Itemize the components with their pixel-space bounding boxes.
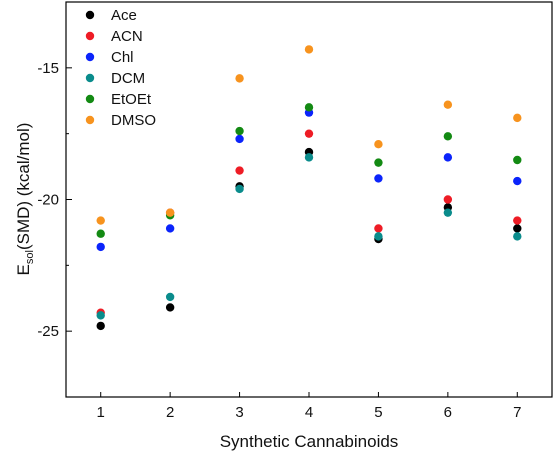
y-axis-title-main: E xyxy=(14,264,33,275)
data-points xyxy=(96,45,522,331)
legend-label: Ace xyxy=(111,7,137,24)
x-tick-label: 7 xyxy=(513,404,521,421)
legend: Ace ACN Chl DCM EtOEt DMSO xyxy=(85,7,156,129)
y-axis-title-rest: (SMD) (kcal/mol) xyxy=(14,123,33,251)
data-point-dmso xyxy=(235,74,244,83)
data-point-chl xyxy=(165,224,175,233)
data-point-dmso xyxy=(443,100,453,109)
legend-marker xyxy=(85,73,95,83)
data-point-dcm xyxy=(165,292,175,302)
x-tick-label: 2 xyxy=(166,404,174,421)
data-point-dcm xyxy=(96,311,105,320)
legend-marker xyxy=(85,115,95,125)
x-axis-title: Synthetic Cannabinoids xyxy=(220,432,399,451)
data-point-dcm xyxy=(443,208,453,217)
data-point-chl xyxy=(374,174,383,183)
data-point-chl xyxy=(235,134,244,144)
data-point-dmso xyxy=(96,216,105,225)
data-point-dcm xyxy=(513,232,522,241)
legend-marker xyxy=(85,31,95,41)
y-axis-ticks: -25 -20 -15 xyxy=(37,1,72,398)
x-tick-label: 5 xyxy=(374,404,382,421)
data-point-chl xyxy=(96,242,105,252)
legend-label: EtOEt xyxy=(111,91,152,108)
data-point-acn xyxy=(304,129,314,138)
y-axis-title-subscript: sol xyxy=(24,250,36,264)
data-point-chl xyxy=(513,176,522,186)
data-point-ace xyxy=(513,224,522,233)
data-point-acn xyxy=(235,166,244,175)
x-tick-label: 3 xyxy=(235,404,243,421)
legend-marker xyxy=(85,52,95,62)
data-point-acn xyxy=(443,195,453,204)
data-point-ace xyxy=(96,321,105,331)
data-point-etoet xyxy=(513,155,522,165)
data-point-dmso xyxy=(165,208,175,217)
x-tick-label: 1 xyxy=(97,404,105,421)
legend-marker xyxy=(85,94,95,104)
x-tick-label: 4 xyxy=(305,404,313,421)
legend-marker xyxy=(85,10,95,20)
y-axis-title: Esol(SMD) (kcal/mol) xyxy=(14,123,36,276)
data-point-etoet xyxy=(443,132,453,141)
data-point-dcm xyxy=(304,153,314,162)
legend-label: DCM xyxy=(111,70,145,87)
data-point-etoet xyxy=(304,103,314,112)
legend-label: DMSO xyxy=(111,112,156,129)
data-point-etoet xyxy=(374,158,383,167)
data-point-etoet xyxy=(235,126,244,136)
data-point-chl xyxy=(443,153,453,162)
legend-label: Chl xyxy=(111,49,134,66)
data-point-dcm xyxy=(235,184,244,194)
y-tick-label: -20 xyxy=(37,192,59,209)
x-tick-label: 6 xyxy=(444,404,452,421)
data-point-ace xyxy=(165,303,175,312)
data-point-dmso xyxy=(374,140,383,149)
y-tick-label: -25 xyxy=(37,323,59,340)
legend-label: ACN xyxy=(111,28,143,45)
x-axis-ticks: 1 2 3 4 5 6 7 xyxy=(97,392,521,421)
data-point-dcm xyxy=(374,232,383,241)
y-tick-label: -15 xyxy=(37,60,59,77)
data-point-acn xyxy=(374,224,383,233)
data-point-etoet xyxy=(96,229,105,238)
data-point-dmso xyxy=(304,45,314,54)
plot-frame xyxy=(65,1,553,398)
data-point-dmso xyxy=(513,113,522,123)
data-point-acn xyxy=(513,216,522,225)
